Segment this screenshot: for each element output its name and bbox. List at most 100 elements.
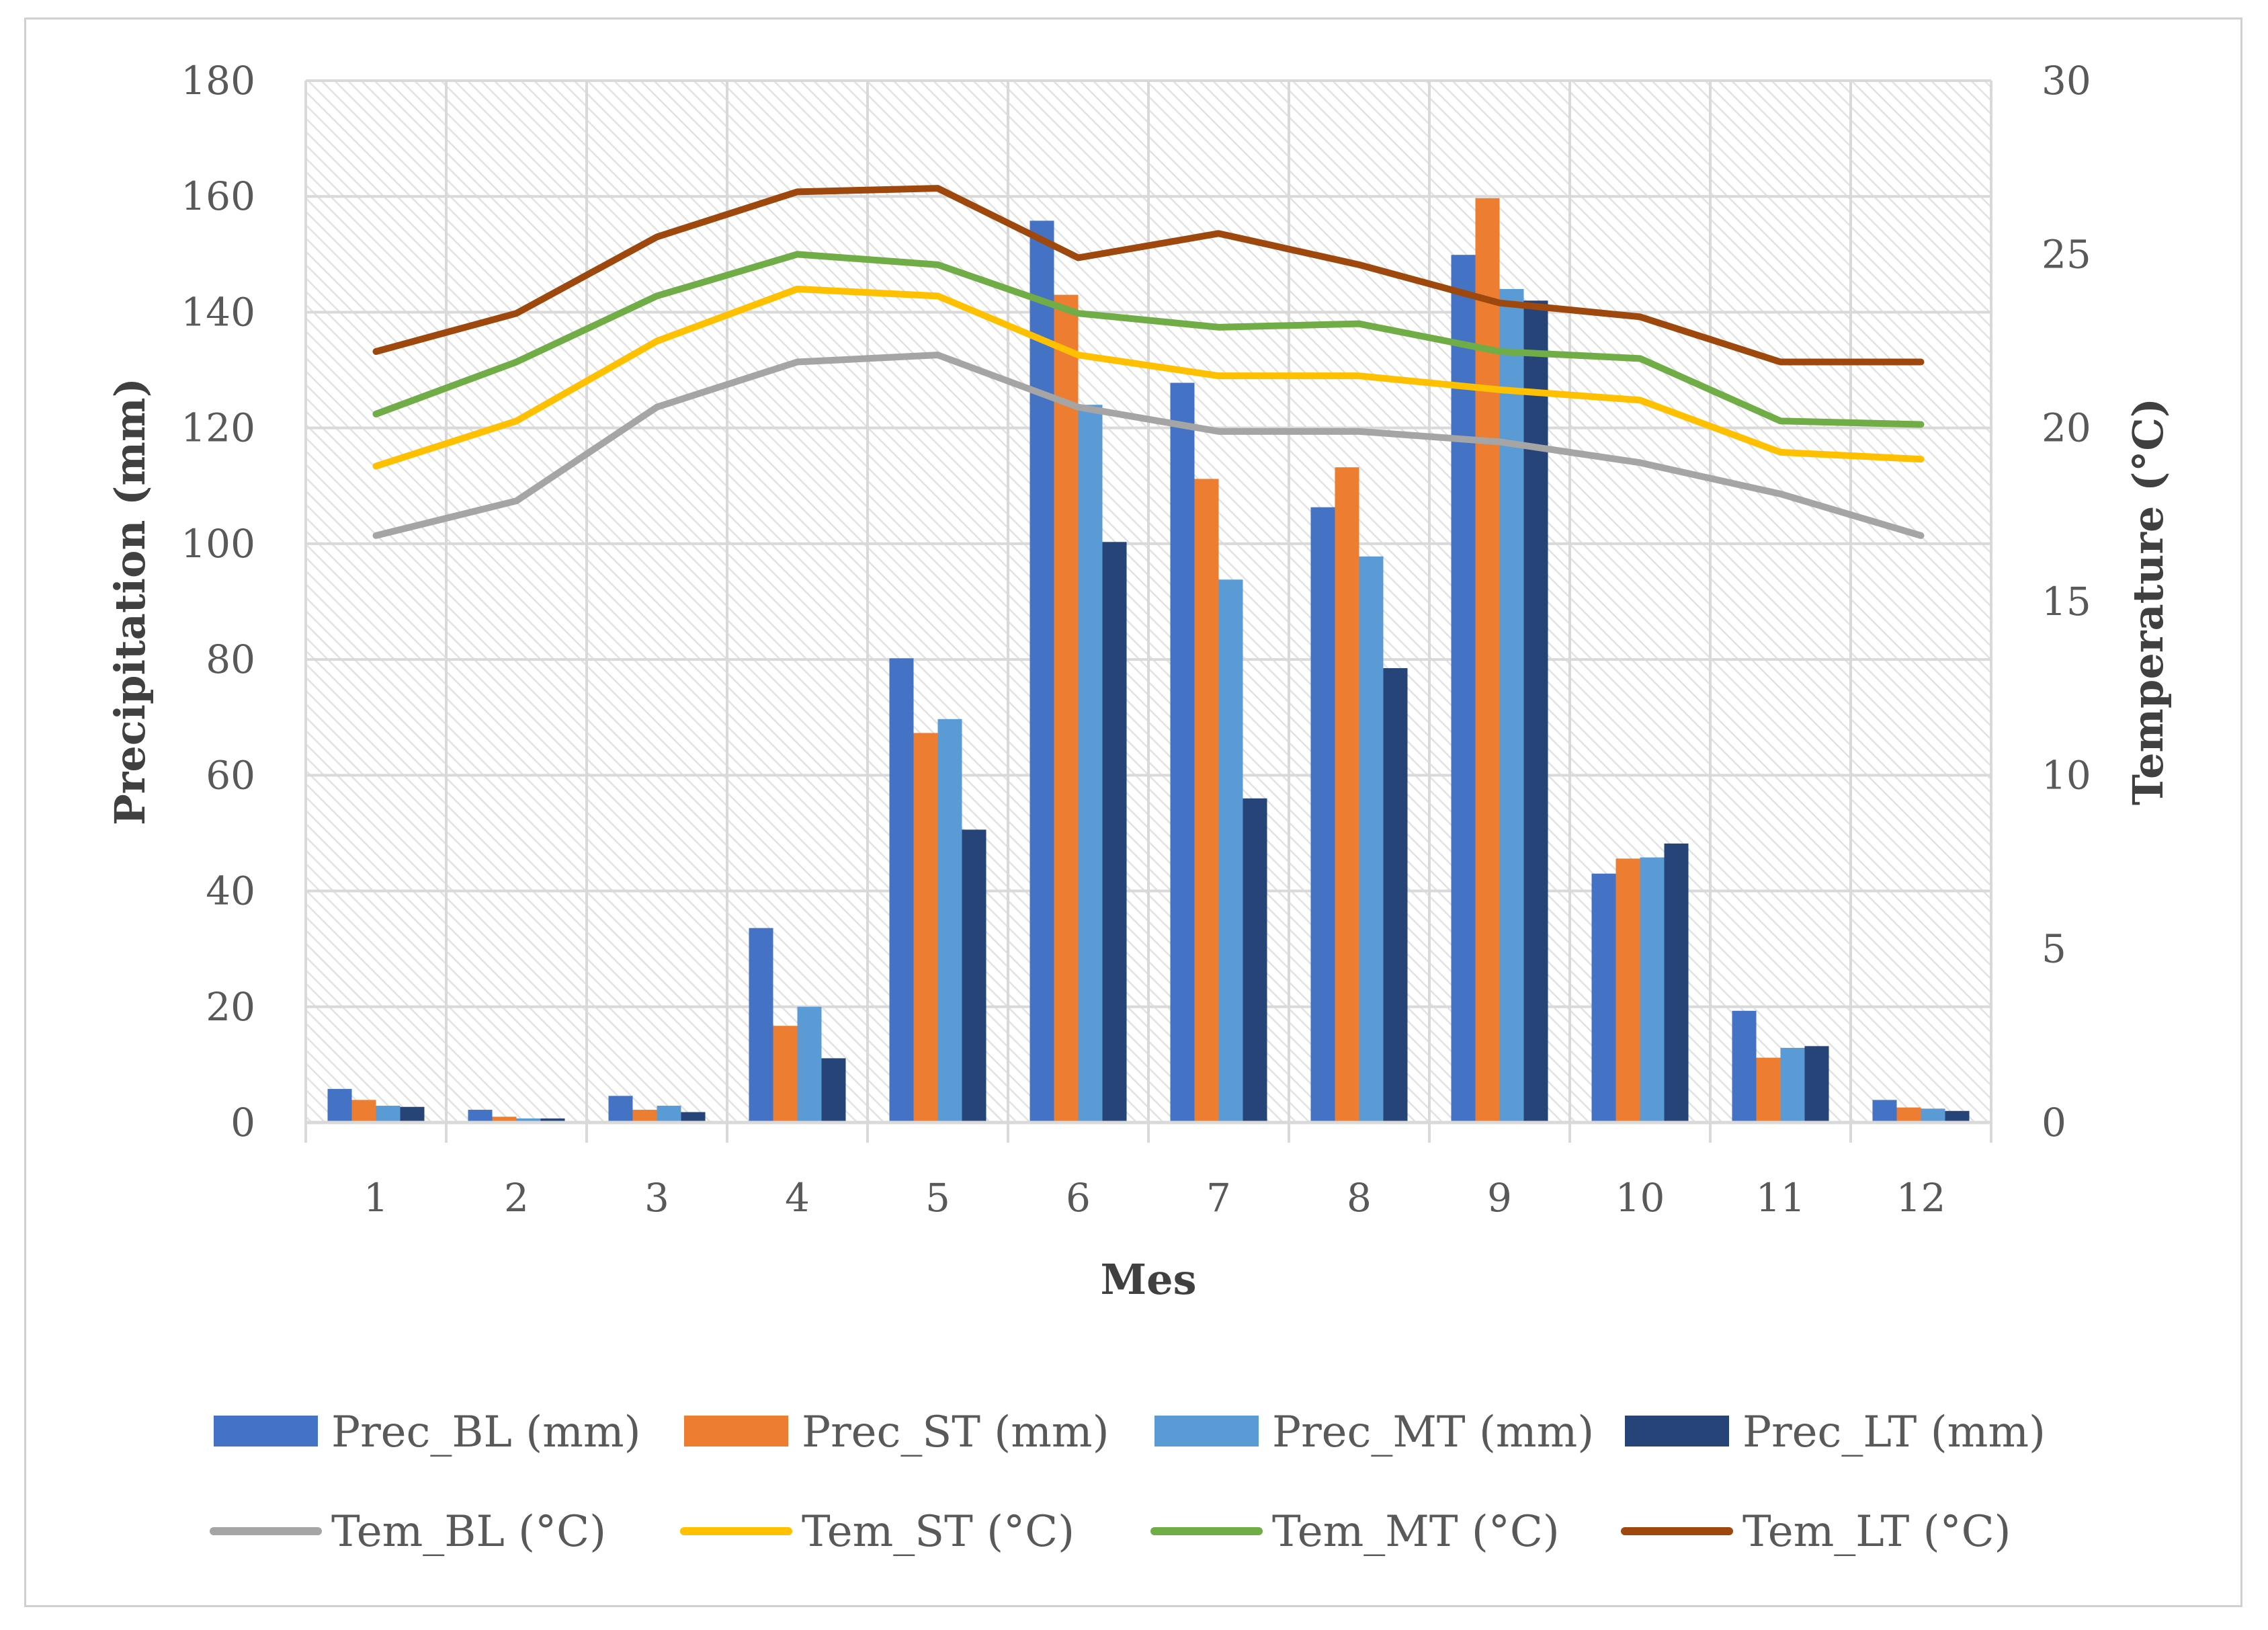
bar-series-group <box>327 198 1970 1123</box>
bar <box>1756 1057 1781 1123</box>
bar <box>516 1118 541 1123</box>
legend-swatch <box>1154 1416 1259 1446</box>
legend-label: Tem_LT (°C) <box>1742 1507 2011 1557</box>
x-tick-label: 1 <box>364 1175 388 1221</box>
line-series-group <box>372 185 1925 539</box>
bar <box>889 658 914 1123</box>
y-tick-label: 0 <box>230 1100 255 1145</box>
bar <box>1451 255 1476 1123</box>
y-tick-label: 80 <box>206 637 255 682</box>
x-tick-label: 2 <box>504 1175 529 1221</box>
x-tick-label: 9 <box>1487 1175 1512 1221</box>
y2-tick-label: 10 <box>2042 752 2091 798</box>
y-axis-tick-labels: 0 20 40 60 80 100 120 140 160 180 <box>181 58 255 1145</box>
x-tick-label: 11 <box>1756 1175 1806 1221</box>
bar <box>1102 542 1127 1123</box>
y2-tick-label: 25 <box>2042 231 2091 277</box>
y-tick-label: 180 <box>181 58 255 104</box>
legend-swatch <box>214 1416 318 1446</box>
bar <box>1078 405 1103 1123</box>
x-tick-label: 5 <box>925 1175 950 1221</box>
bar <box>821 1058 846 1123</box>
temperature-line-3 <box>372 251 1925 428</box>
legend: Prec_BL (mm) Prec_ST (mm) Prec_MT (mm) Prec… <box>210 1408 2046 1557</box>
legend-label: Tem_BL (°C) <box>331 1507 606 1557</box>
bar <box>1383 668 1408 1123</box>
bar-series-3 <box>376 289 1945 1123</box>
bar <box>351 1100 376 1123</box>
bar <box>608 1096 633 1123</box>
y2-tick-label: 0 <box>2042 1100 2066 1145</box>
legend-item-line-3: Tem_MT (°C) <box>1150 1507 1560 1557</box>
bar <box>1030 220 1054 1123</box>
legend-item-bar-3: Prec_MT (mm) <box>1154 1408 1594 1457</box>
bar <box>749 928 773 1123</box>
legend-swatch <box>1625 1416 1729 1446</box>
bar <box>937 719 962 1123</box>
y-tick-label: 100 <box>181 521 255 567</box>
bar <box>632 1110 657 1123</box>
chart-frame <box>24 17 2242 1607</box>
legend-label: Prec_ST (mm) <box>802 1408 1109 1457</box>
bar <box>1780 1047 1805 1123</box>
bar <box>1591 873 1616 1123</box>
bar <box>962 829 986 1123</box>
temperature-line-2 <box>372 286 1925 470</box>
x-tick-label: 3 <box>644 1175 669 1221</box>
y2-axis-title: Temperature (°C) <box>2124 398 2173 805</box>
y2-tick-label: 20 <box>2042 405 2091 451</box>
x-tick-label: 8 <box>1347 1175 1372 1221</box>
legend-item-line-4: Tem_LT (°C) <box>1621 1507 2011 1557</box>
legend-item-line-1: Tem_BL (°C) <box>210 1507 606 1557</box>
bar <box>913 733 938 1123</box>
bar <box>400 1106 425 1123</box>
y-tick-label: 40 <box>206 868 255 914</box>
bar <box>1499 289 1524 1123</box>
y-axis-title: Precipitation (mm) <box>106 378 155 825</box>
bar-series-4 <box>400 300 1970 1123</box>
bar <box>1170 382 1195 1123</box>
bar <box>540 1118 565 1123</box>
bar <box>1640 857 1665 1123</box>
legend-label: Prec_BL (mm) <box>331 1408 641 1457</box>
bar <box>1310 507 1335 1123</box>
legend-label: Tem_MT (°C) <box>1272 1507 1560 1557</box>
y2-tick-label: 15 <box>2042 579 2091 624</box>
bar <box>1872 1100 1897 1123</box>
bar-series-1 <box>327 220 1897 1123</box>
temperature-line-4 <box>372 185 1925 366</box>
bar <box>797 1006 822 1123</box>
bar <box>1359 556 1384 1123</box>
bar <box>1243 798 1267 1123</box>
bar <box>1523 300 1548 1123</box>
bar <box>1664 843 1689 1123</box>
bar <box>1732 1010 1757 1123</box>
bar <box>1615 858 1640 1123</box>
legend-swatch <box>684 1416 788 1446</box>
y-tick-label: 20 <box>206 984 255 1030</box>
bar <box>1194 479 1219 1123</box>
bar <box>1945 1110 1970 1123</box>
bar <box>327 1089 352 1123</box>
bar <box>1921 1108 1945 1123</box>
legend-item-bar-2: Prec_ST (mm) <box>684 1408 1109 1457</box>
bar <box>376 1106 401 1123</box>
y-tick-label: 140 <box>181 289 255 335</box>
x-tick-label: 4 <box>785 1175 810 1221</box>
y2-tick-label: 30 <box>2042 58 2091 104</box>
bar <box>681 1112 706 1123</box>
bar <box>1335 467 1359 1123</box>
x-tick-label: 6 <box>1066 1175 1091 1221</box>
y-tick-label: 160 <box>181 173 255 219</box>
y-tick-label: 120 <box>181 405 255 451</box>
x-axis-tick-labels: 1 2 3 4 5 6 7 8 9 10 11 12 <box>364 1175 1945 1221</box>
bar <box>1218 579 1243 1123</box>
y2-tick-label: 5 <box>2042 926 2066 972</box>
bar <box>1054 294 1079 1123</box>
y-tick-label: 60 <box>206 752 255 798</box>
x-tick-label: 12 <box>1896 1175 1946 1221</box>
legend-label: Prec_MT (mm) <box>1272 1408 1594 1457</box>
legend-label: Tem_ST (°C) <box>802 1507 1075 1557</box>
bar <box>1804 1046 1829 1123</box>
